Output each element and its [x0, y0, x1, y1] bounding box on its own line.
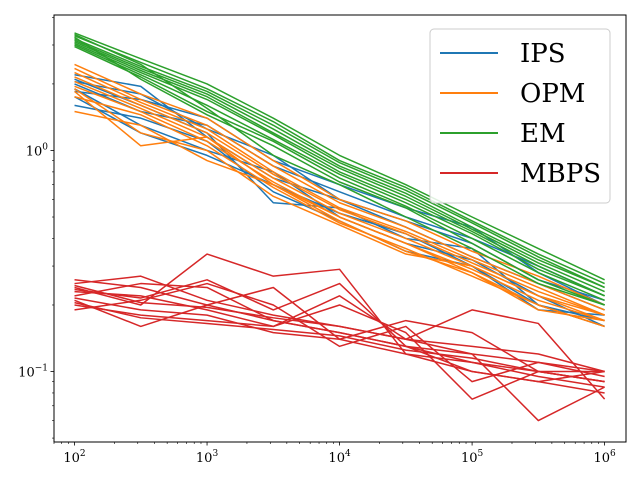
series-opm-run-3: [74, 71, 605, 316]
series-mbps-run-10: [74, 279, 605, 383]
series-em-run-7: [74, 44, 605, 297]
plot-frame: [53, 14, 627, 443]
series-em-run-10: [74, 33, 605, 306]
series-em-run-2: [74, 35, 605, 285]
legend-label-mbps: MBPS: [520, 159, 601, 189]
series-layer: [74, 32, 606, 422]
series-em-run-4: [74, 39, 605, 289]
series-em: [74, 32, 605, 306]
x-tick-label: 103: [196, 449, 219, 466]
y-tick-label: 10−1: [18, 364, 48, 381]
series-mbps-run-9: [74, 297, 605, 388]
series-opm-run-2: [74, 67, 605, 311]
series-mbps-run-12: [74, 284, 605, 373]
x-axis: 102 103 104 105 106: [53, 442, 616, 466]
legend: IPS OPM EM MBPS: [429, 28, 611, 204]
x-tick-label: 106: [593, 449, 616, 466]
legend-box: [429, 28, 611, 204]
x-tick-label: 104: [328, 449, 351, 466]
series-em-run-6: [74, 42, 605, 297]
series-mbps-run-7: [74, 295, 606, 400]
series-opm-run-7: [74, 90, 605, 328]
series-opm-run-10: [74, 88, 605, 316]
series-mbps-run-8: [74, 282, 605, 383]
series-em-run-3: [74, 38, 605, 289]
y-tick-label: 100: [26, 142, 49, 159]
legend-label-ips: IPS: [520, 39, 566, 69]
series-mbps-run-11: [74, 301, 605, 383]
series-em-run-8: [74, 45, 605, 301]
series-em-run-1: [74, 32, 605, 281]
legend-label-em: EM: [520, 119, 566, 149]
legend-label-opm: OPM: [520, 79, 585, 109]
x-tick-label: 105: [461, 449, 484, 466]
y-axis: 100 10−1: [18, 17, 54, 439]
series-mbps-run-4: [74, 290, 605, 400]
series-opm-run-4: [74, 76, 605, 316]
series-em-run-9: [74, 36, 605, 306]
series-opm-run-8: [74, 96, 605, 328]
series-opm-run-9: [74, 110, 605, 322]
series-mbps-run-5: [74, 282, 605, 422]
series-opm: [74, 63, 605, 328]
x-tick-label: 102: [63, 449, 85, 466]
series-mbps: [74, 253, 606, 422]
